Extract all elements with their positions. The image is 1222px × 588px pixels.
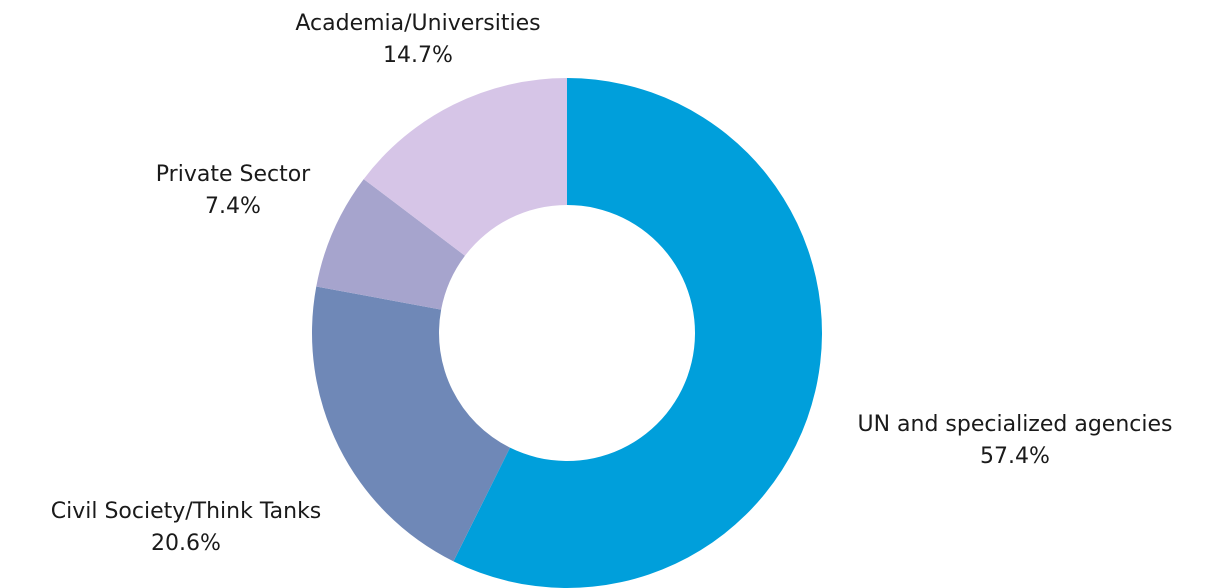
slice-un-and-specialized-agencies bbox=[453, 78, 822, 588]
slice-value-un-and-specialized-agencies: 57.4% bbox=[980, 444, 1050, 469]
slice-label-un-and-specialized-agencies: UN and specialized agencies bbox=[858, 412, 1173, 437]
slice-academia-universities bbox=[363, 78, 567, 256]
slice-private-sector bbox=[316, 179, 465, 310]
donut-slices bbox=[312, 78, 822, 588]
slice-value-civil-society-think-tanks: 20.6% bbox=[151, 531, 221, 556]
slice-label-civil-society-think-tanks: Civil Society/Think Tanks bbox=[51, 499, 322, 524]
slice-value-academia-universities: 14.7% bbox=[383, 43, 453, 68]
slice-label-private-sector: Private Sector bbox=[156, 162, 311, 187]
slice-value-private-sector: 7.4% bbox=[205, 194, 261, 219]
slice-civil-society-think-tanks bbox=[312, 286, 511, 562]
slice-label-academia-universities: Academia/Universities bbox=[295, 11, 540, 36]
donut-labels: UN and specialized agencies 57.4% Civil So… bbox=[51, 11, 1173, 556]
